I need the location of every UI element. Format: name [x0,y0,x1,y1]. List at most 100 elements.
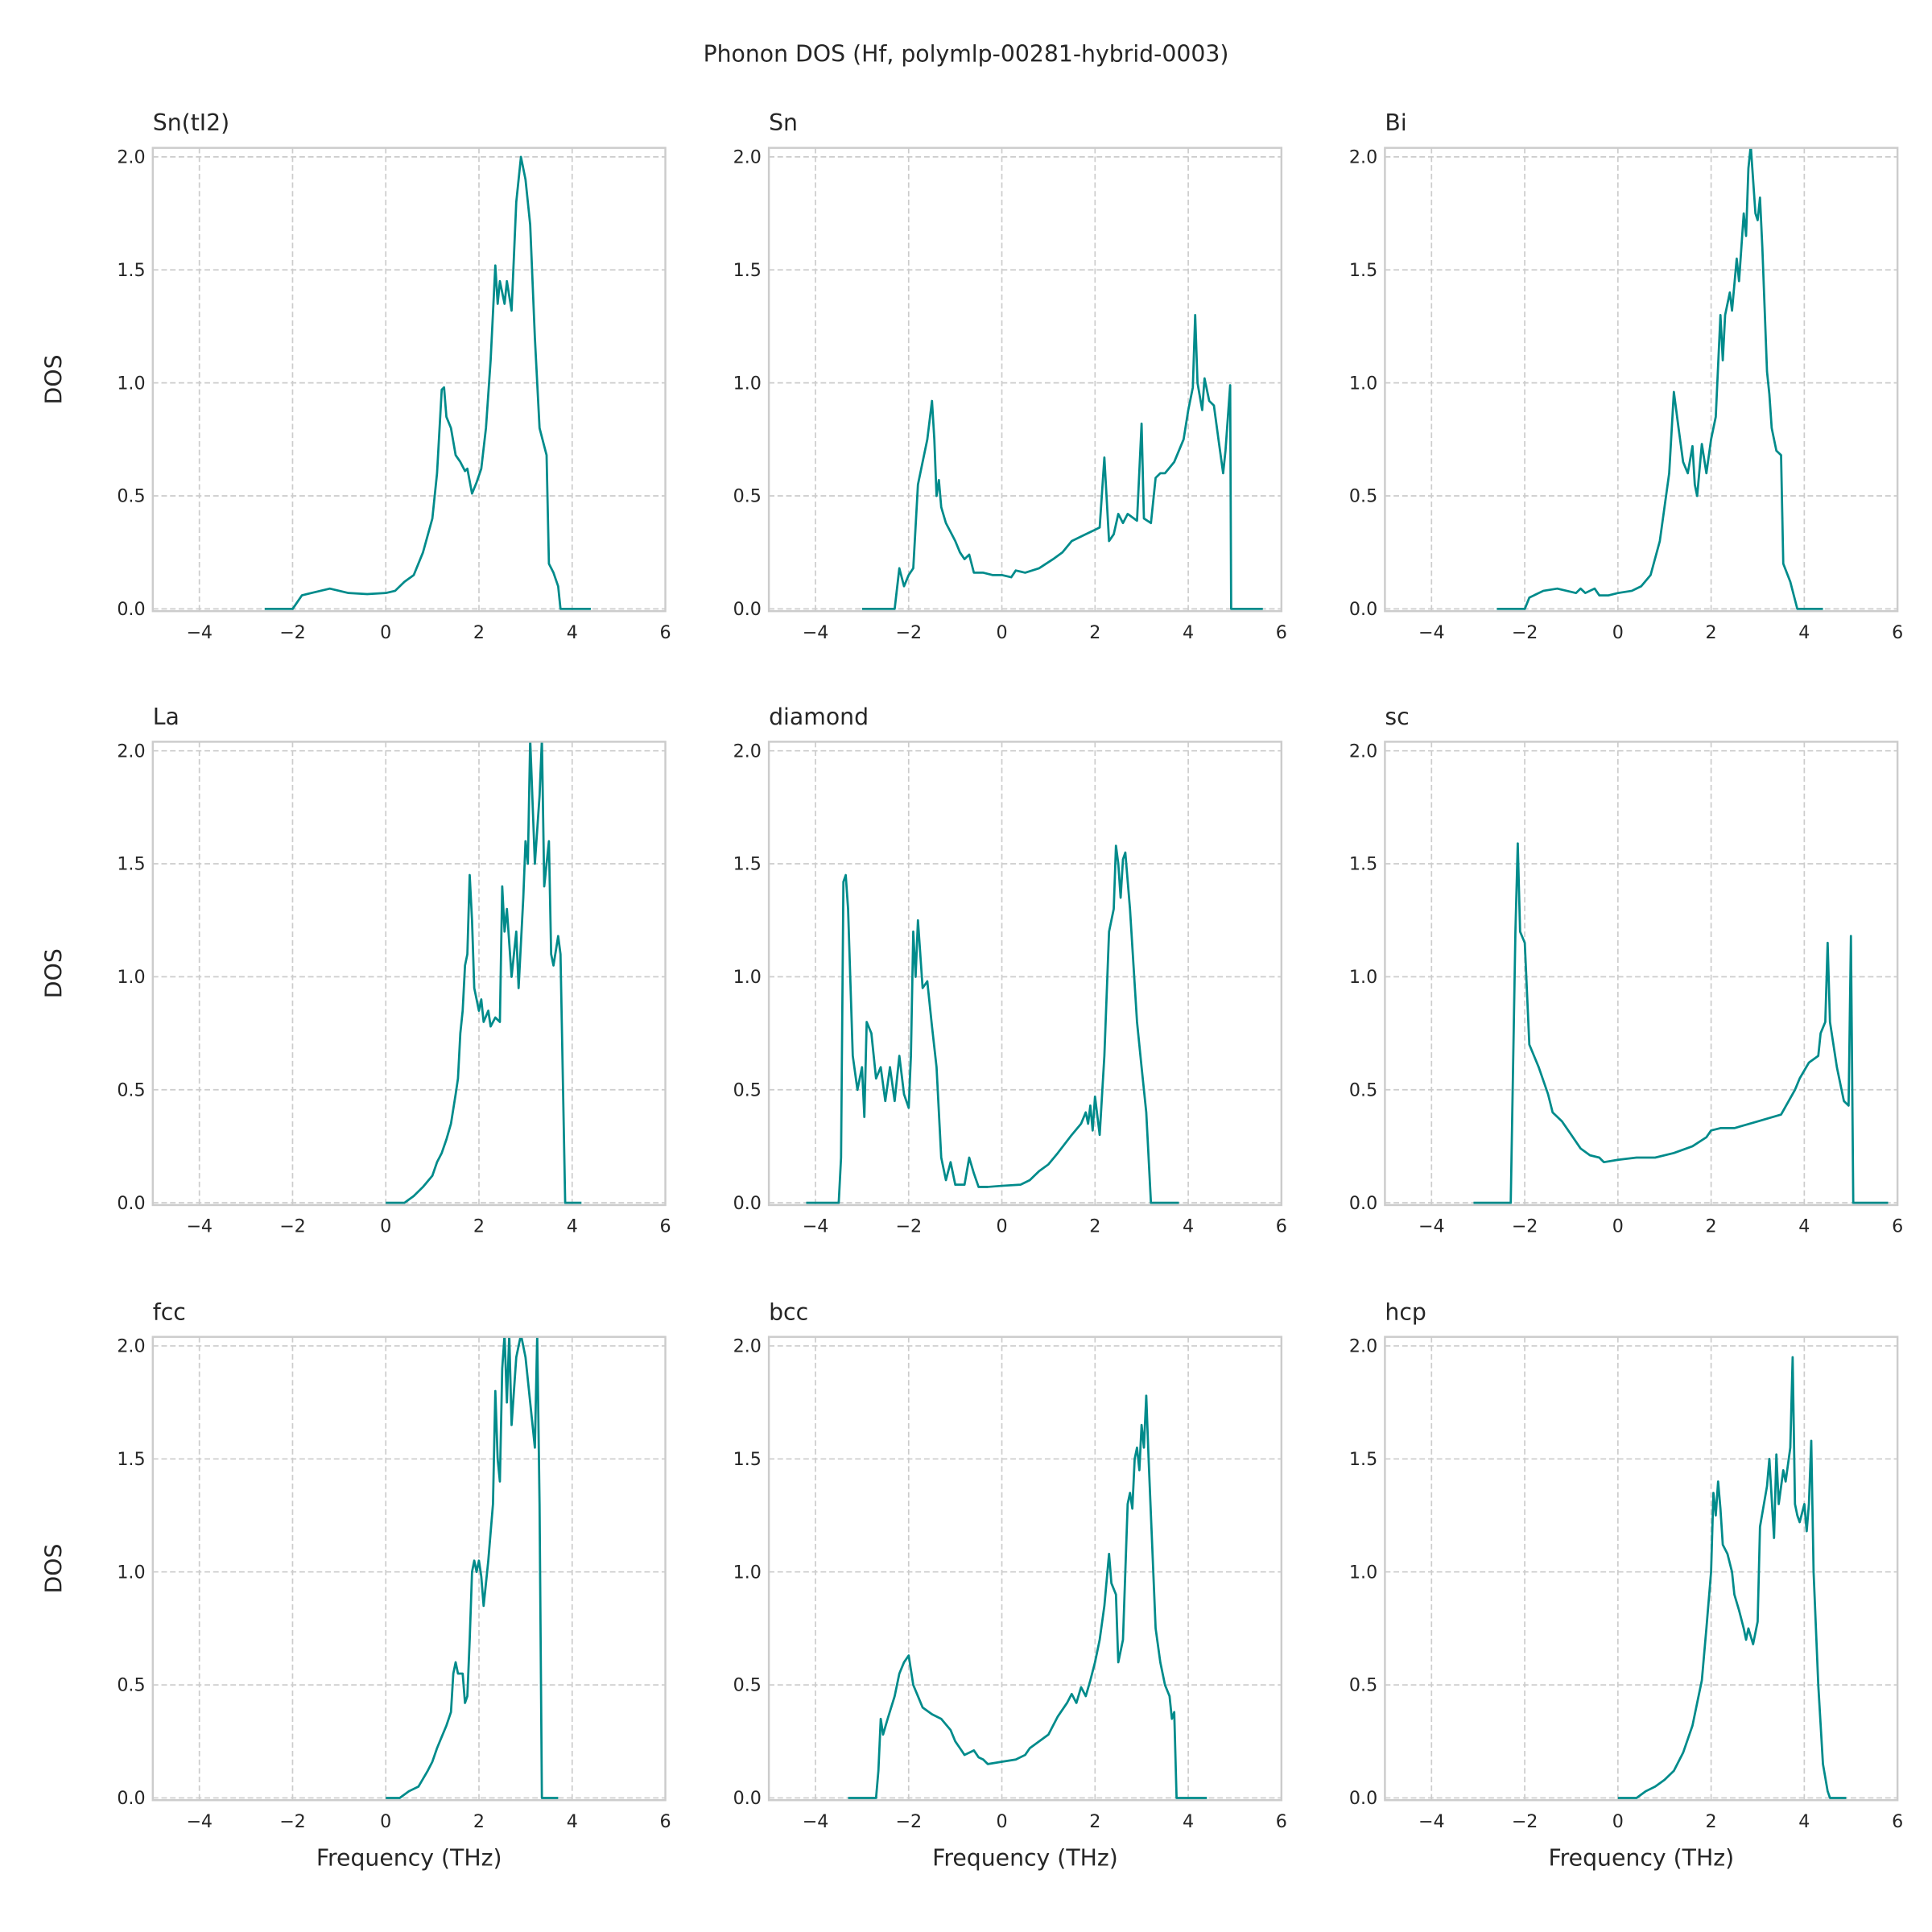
x-tick-label: 6 [1892,1216,1903,1237]
y-tick-label: 1.0 [733,373,762,394]
y-tick-label: 0.5 [117,1675,145,1696]
dos-line [264,155,591,610]
x-tick-label: −4 [1418,622,1445,643]
y-tick-label: 2.0 [733,1336,762,1357]
y-tick-label: 1.5 [117,1449,145,1470]
y-tick-label: 1.5 [117,854,145,875]
panel-sc: sc −4 −2 0 2 4 6 0.0 0.5 1.0 1.5 2.0 [1349,704,1903,1237]
y-tick-label: 2.0 [733,741,762,762]
axes-frame [1384,147,1899,613]
y-tick-label: 1.0 [733,1562,762,1583]
y-tick-label: 0.0 [1349,1788,1377,1809]
x-tick-label: −4 [803,1216,829,1237]
y-tick-label: 2.0 [117,741,145,762]
x-tick-label: −2 [1512,1811,1538,1832]
y-tick-label: 2.0 [1349,1336,1377,1357]
x-tick-label: 0 [380,622,391,643]
axes-frame [767,1335,1283,1802]
x-axis-label: Frequency (THz) [932,1844,1118,1871]
y-tick-label: 0.0 [1349,1193,1377,1214]
figure-title: Phonon DOS (Hf, polymlp-00281-hybrid-000… [704,41,1229,68]
x-tick-label: 0 [996,1811,1007,1832]
y-tick-label: 1.5 [117,260,145,281]
x-tick-label: 6 [659,622,671,643]
x-tick-label: 4 [1183,1811,1194,1832]
axes-frame [1384,1335,1899,1802]
panel-bcc: bcc −4 −2 0 2 4 6 0.0 0.5 1.0 1.5 2.0 Frequency (THz… [733,1298,1287,1871]
x-tick-label: −4 [186,1216,213,1237]
x-tick-label: 2 [1089,622,1100,643]
y-tick-label: 2.0 [733,147,762,168]
x-tick-label: 0 [996,1216,1007,1237]
x-tick-label: 0 [996,622,1007,643]
x-tick-label: −2 [1512,1216,1538,1237]
y-tick-label: 0.5 [1349,1675,1377,1696]
y-tick-label: 0.5 [1349,1080,1377,1100]
x-tick-label: 2 [1089,1216,1100,1237]
dos-line [861,313,1263,610]
x-tick-label: 6 [1276,622,1287,643]
x-tick-label: 6 [659,1216,671,1237]
x-tick-label: −4 [1418,1811,1445,1832]
x-tick-label: −2 [895,1811,922,1832]
y-tick-label: 0.0 [117,1193,145,1214]
panel-title: bcc [769,1298,808,1325]
x-tick-label: −2 [895,622,922,643]
axes-frame [151,1335,667,1802]
x-tick-label: 2 [1706,1811,1717,1832]
x-tick-label: 2 [473,622,485,643]
y-tick-label: 1.0 [1349,1562,1377,1583]
y-axis-label: DOS [41,1543,68,1593]
y-tick-label: 2.0 [1349,147,1377,168]
dos-line [386,1336,559,1799]
y-axis-label: DOS [41,354,68,404]
dos-line [1473,842,1889,1204]
x-tick-label: −4 [1418,1216,1445,1237]
x-tick-label: 0 [380,1216,391,1237]
y-tick-label: 1.5 [1349,854,1377,875]
panel-title: fcc [153,1298,186,1325]
x-tick-label: −2 [1512,622,1538,643]
axes-frame [767,741,1283,1207]
x-tick-label: 0 [1612,622,1624,643]
dos-line [848,1394,1208,1799]
panel-title: hcp [1385,1298,1426,1325]
x-tick-label: 2 [1706,1216,1717,1237]
x-tick-label: −4 [186,622,213,643]
y-tick-label: 2.0 [117,147,145,168]
panel-fcc: fcc −4 −2 0 2 4 6 0.0 0.5 1.0 1.5 2.0 DOS Frequency (… [41,1298,671,1871]
x-tick-label: 6 [1276,1216,1287,1237]
x-tick-label: −2 [279,622,306,643]
x-tick-label: 2 [473,1216,485,1237]
y-tick-label: 1.0 [1349,373,1377,394]
y-tick-label: 1.5 [1349,1449,1377,1470]
x-axis-label: Frequency (THz) [316,1844,502,1871]
panel-title: Sn(tI2) [153,109,229,136]
axes-frame [767,147,1283,613]
y-axis-label: DOS [41,948,68,998]
x-tick-label: −4 [186,1811,213,1832]
y-tick-label: 1.0 [117,1562,145,1583]
x-tick-label: 4 [1798,1811,1810,1832]
y-tick-label: 0.0 [733,1193,762,1214]
panel-diamond: diamond −4 −2 0 2 4 6 0.0 0.5 1.0 1.5 2.0 [733,704,1287,1237]
y-tick-label: 1.0 [117,373,145,394]
dos-line [386,741,582,1204]
x-tick-label: 0 [1612,1216,1624,1237]
y-tick-label: 1.5 [733,854,762,875]
y-tick-label: 0.0 [117,599,145,620]
y-tick-label: 1.5 [733,1449,762,1470]
x-tick-label: 4 [567,1216,578,1237]
x-tick-label: 4 [1183,1216,1194,1237]
x-tick-label: 4 [1798,622,1810,643]
panel-sn-ti2-: Sn(tI2) −4 −2 0 2 4 6 0.0 0.5 1.0 1.5 2.0 DOS [41,109,671,643]
y-tick-label: 1.0 [117,967,145,988]
panel-title: Bi [1385,109,1406,136]
panel-hcp: hcp −4 −2 0 2 4 6 0.0 0.5 1.0 1.5 2.0 Frequency (THz… [1349,1298,1903,1871]
x-tick-label: 4 [1798,1216,1810,1237]
y-tick-label: 1.5 [1349,260,1377,281]
y-tick-label: 0.5 [733,486,762,507]
y-tick-label: 0.5 [117,486,145,507]
